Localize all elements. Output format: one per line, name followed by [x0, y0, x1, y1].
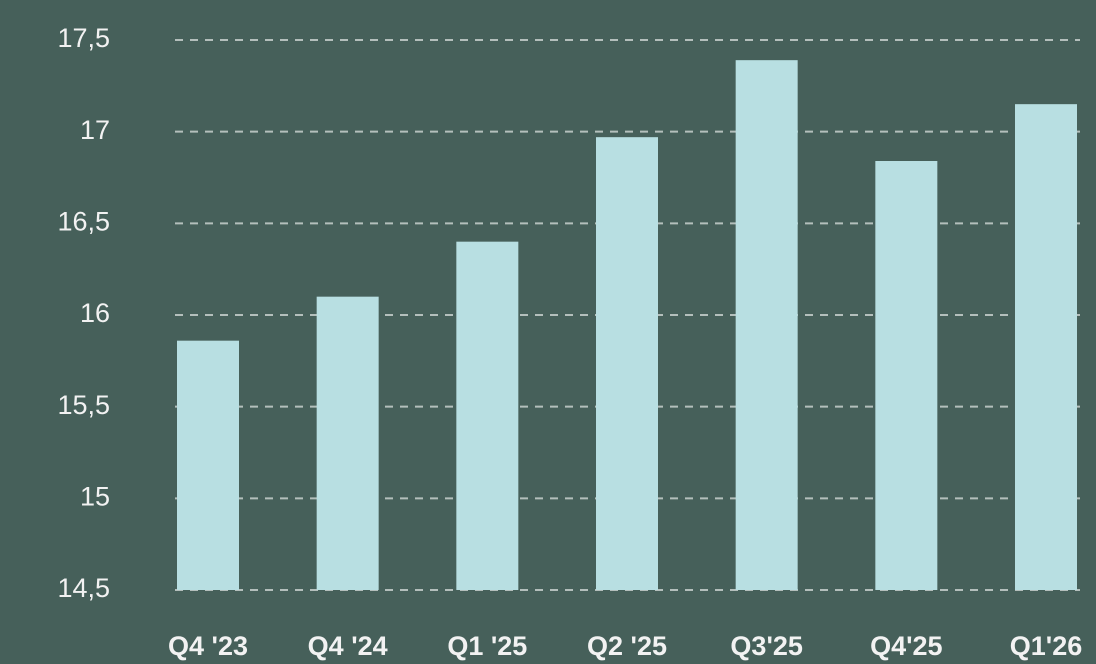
y-tick-label: 17,5: [57, 23, 110, 53]
bar: [456, 241, 519, 590]
bar: [316, 296, 379, 590]
y-tick-label: 14,5: [57, 573, 110, 603]
x-tick-label: Q1'26: [1010, 631, 1082, 661]
y-tick-label: 16,5: [57, 206, 110, 236]
x-tick-label: Q3'25: [730, 631, 802, 661]
y-tick-label: 15: [80, 481, 110, 511]
x-tick-label: Q4'25: [870, 631, 942, 661]
x-tick-label: Q2 '25: [587, 631, 667, 661]
bar: [875, 161, 938, 590]
x-tick-label: Q4 '24: [308, 631, 388, 661]
bar: [735, 60, 798, 590]
y-tick-label: 17: [80, 115, 110, 145]
y-tick-label: 16: [80, 298, 110, 328]
x-tick-label: Q4 '23: [168, 631, 248, 661]
x-tick-label: Q1 '25: [447, 631, 527, 661]
bar: [177, 340, 239, 590]
bar: [596, 137, 658, 590]
bar: [1015, 104, 1077, 591]
y-tick-label: 15,5: [57, 390, 110, 420]
